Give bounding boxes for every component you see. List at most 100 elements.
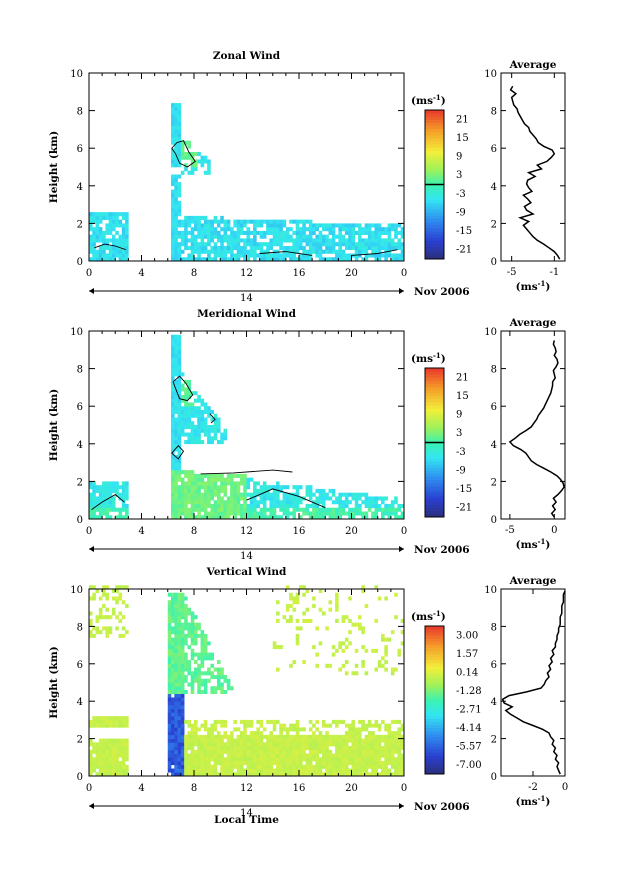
heatmap-cell [203,753,208,758]
heatmap-cell [282,257,287,262]
heatmap-cell [374,618,379,623]
heatmap-cell [289,749,293,754]
heatmap-cell [174,118,178,123]
heatmap-cell [174,197,178,202]
heatmap-cell [328,742,333,747]
heatmap-cell [367,234,372,239]
heatmap-cell [266,738,270,743]
heatmap-cell [262,511,267,516]
heatmap-cell [184,618,188,623]
heatmap-cell [167,701,172,706]
heatmap-cell [190,496,195,501]
heatmap-cell [194,215,198,220]
heatmap-cell [171,364,175,369]
heatmap-cell [305,219,310,224]
heatmap-cell [397,719,402,724]
heatmap-cell [102,492,106,497]
heatmap-cell [220,253,224,258]
unit-base: (ms [516,796,538,808]
heatmap-cell [190,151,195,157]
heatmap-cell [292,761,297,766]
heatmap-cell [108,723,113,728]
heatmap-cell [98,753,103,758]
colorbar-tick-label: -3 [456,189,466,200]
heatmap-cell [180,764,185,769]
heatmap-cell [400,772,405,777]
colorbar-tick-label: -15 [456,226,472,237]
heatmap-cell [174,368,178,373]
y-tick-label: 10 [70,327,83,338]
heatmap-cell [364,761,369,766]
heatmap-cell [318,515,323,520]
heatmap-cell [92,503,96,509]
heatmap-cell [92,496,96,501]
heatmap-cell [95,238,100,243]
heatmap-cell [292,257,297,262]
heatmap-cell [177,618,182,623]
heatmap-cell [180,503,185,509]
heatmap-cell [230,772,234,777]
heatmap-cell [207,656,211,661]
heatmap-cell [335,618,339,623]
heatmap-cell [171,641,175,646]
heatmap-cell [374,245,379,251]
heatmap-cell [269,731,274,736]
heatmap-cell [203,432,208,437]
heatmap-cell [312,645,316,650]
heatmap-cell [256,772,260,777]
heatmap-cell [213,686,218,691]
heatmap-cell [174,193,178,198]
heatmap-cell [266,772,270,777]
heatmap-cell [108,496,113,501]
heatmap-cell [397,772,402,777]
heatmap-cell [197,477,201,482]
colorbar-segment [425,451,444,456]
heatmap-cell [180,592,185,597]
heatmap-cell [102,753,106,758]
heatmap-cell [177,387,182,392]
heatmap-cell [325,757,329,762]
heatmap-cell [351,723,356,728]
heatmap-cell [89,622,93,627]
heatmap-cell [335,507,339,512]
heatmap-cell [348,234,352,239]
heatmap-cell [111,742,116,747]
heatmap-cell [312,768,316,773]
heatmap-cell [230,734,234,739]
heatmap-cell [367,507,372,512]
heatmap-cell [197,503,201,509]
heatmap-cell [394,615,398,620]
heatmap-cell [223,481,228,486]
heatmap-cell [312,230,316,235]
colorbar-tick-label: 9 [456,410,462,421]
heatmap-cell [115,492,119,497]
colorbar-segment [425,464,444,468]
heatmap-cell [272,496,277,501]
colorbar-segment [425,131,444,136]
heatmap-cell [210,485,214,490]
heatmap-cell [207,753,211,758]
heatmap-cell [194,163,198,168]
heatmap-cell [230,500,234,505]
heatmap-cell [302,746,306,751]
heatmap-cell [200,768,205,773]
colorbar-segment [425,721,444,726]
heatmap-cell [174,618,178,623]
heatmap-cell [184,421,188,426]
heatmap-cell [95,761,100,766]
heatmap-cell [194,660,198,665]
heatmap-cell [187,425,192,430]
heatmap-cell [269,245,274,251]
heatmap-cell [213,234,218,239]
heatmap-cell [171,425,175,430]
heatmap-cell [299,485,303,490]
heatmap-cell [321,723,326,728]
heatmap-cell [344,738,349,743]
heatmap-cell [180,234,185,239]
heatmap-cell [220,511,224,516]
heatmap-cell [335,257,339,262]
average-y-tick-label: 2 [491,219,497,230]
heatmap-cell [220,234,224,239]
heatmap-cell [102,772,106,777]
heatmap-cell [328,663,333,668]
